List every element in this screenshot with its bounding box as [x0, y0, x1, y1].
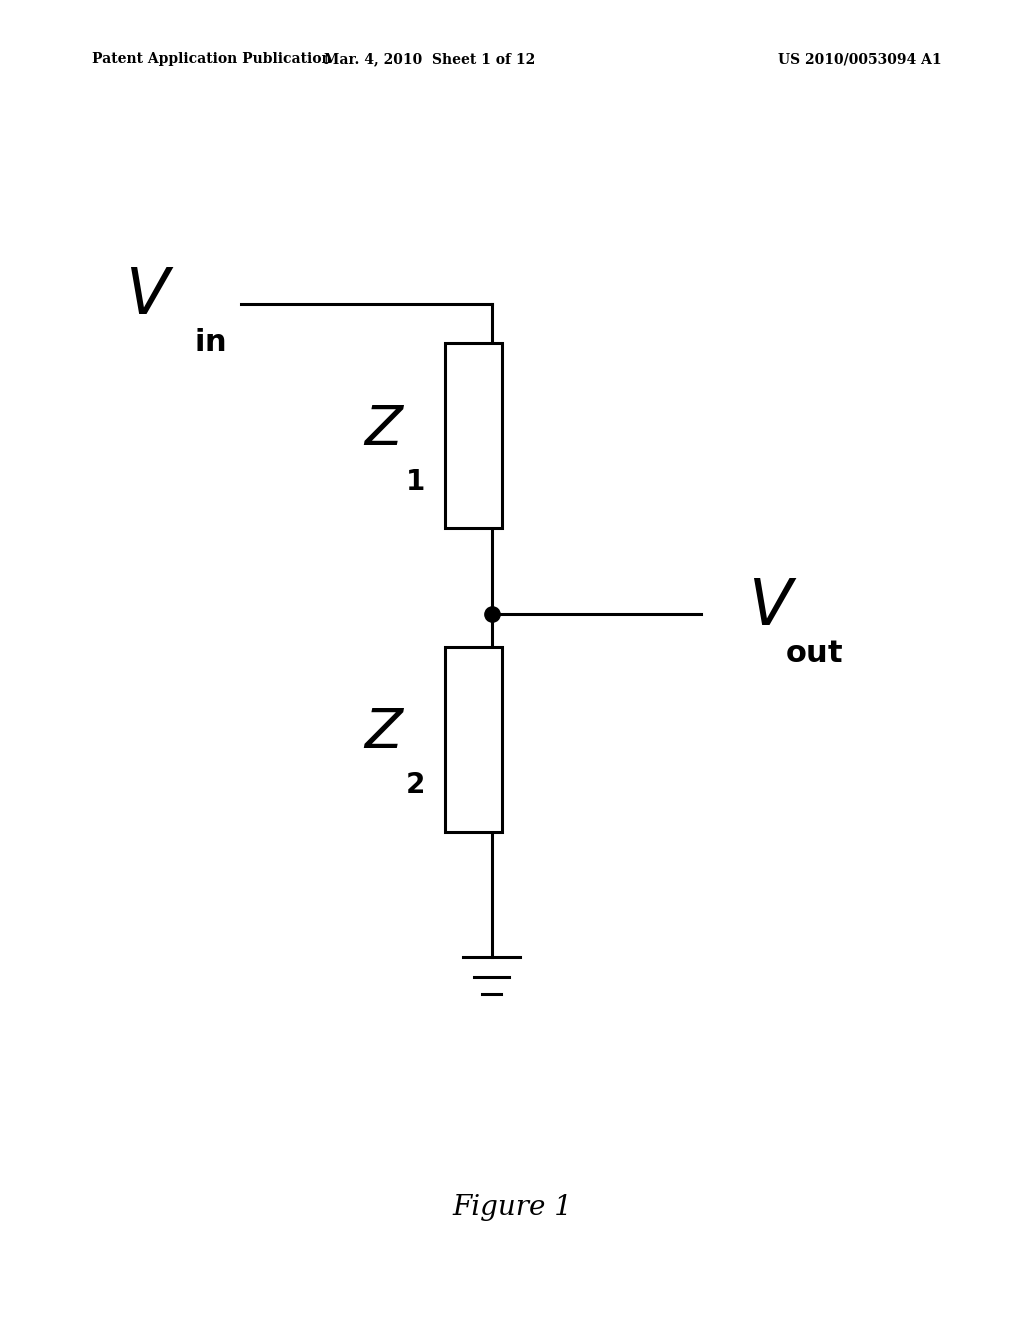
Text: $\mathit{Z}$: $\mathit{Z}$ [362, 705, 406, 760]
Text: $\mathit{V}$: $\mathit{V}$ [125, 267, 174, 327]
Text: $\mathbf{in}$: $\mathbf{in}$ [195, 327, 225, 358]
Bar [445, 647, 502, 832]
Text: $\mathbf{out}$: $\mathbf{out}$ [784, 638, 844, 668]
Text: Mar. 4, 2010  Sheet 1 of 12: Mar. 4, 2010 Sheet 1 of 12 [325, 53, 536, 66]
Text: Patent Application Publication: Patent Application Publication [92, 53, 332, 66]
Text: $\mathit{Z}$: $\mathit{Z}$ [362, 401, 406, 457]
Text: $\mathit{V}$: $\mathit{V}$ [748, 577, 797, 638]
Text: $\mathbf{2}$: $\mathbf{2}$ [406, 772, 424, 799]
Text: Figure 1: Figure 1 [452, 1195, 572, 1221]
Bar [445, 343, 502, 528]
Text: US 2010/0053094 A1: US 2010/0053094 A1 [778, 53, 942, 66]
Text: $\mathbf{1}$: $\mathbf{1}$ [406, 469, 424, 495]
